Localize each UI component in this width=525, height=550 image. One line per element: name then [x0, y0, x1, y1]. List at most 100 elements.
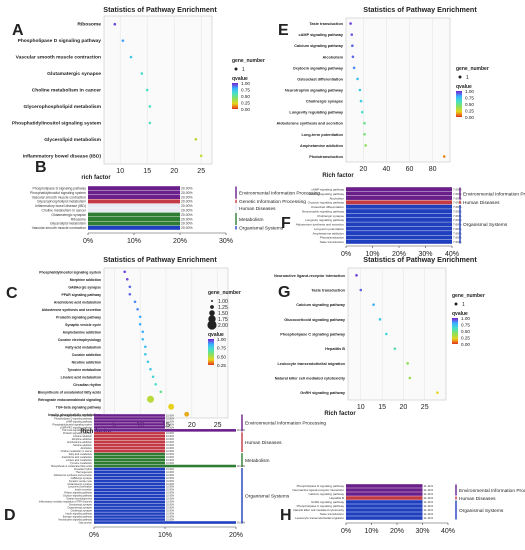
bar	[346, 496, 423, 500]
data-point	[148, 105, 152, 108]
category-label: Arachidonic acid metabolism	[54, 300, 101, 304]
bar-category-label: TGF-beta signaling pathway	[62, 429, 93, 432]
bar-category-label: Cholinergic synapse	[317, 214, 344, 218]
legend-color-tick: 0.25	[217, 363, 226, 368]
legend-color-tick: 1.00	[241, 81, 250, 86]
bar-category-label: Cholinergic synapse	[70, 510, 92, 513]
data-point	[378, 318, 382, 321]
bar-category-label: cGMP-PKG signaling pathway	[60, 426, 93, 429]
bar-value-label: 11.11%	[424, 508, 434, 512]
bar-value-label: 7.69%	[453, 231, 462, 235]
category-label: Tyrosine metabolism	[67, 368, 101, 372]
legend-color-tick: 0.00	[241, 107, 250, 112]
category-label: Fatty acid metabolism	[65, 345, 101, 349]
panel-e: E Statistics of Pathway Enrichment 20 40 60 8…	[277, 5, 489, 179]
legend-color-bar	[452, 318, 458, 344]
plot-area	[347, 267, 447, 401]
x-tick-label: 10%	[365, 251, 379, 258]
panel-g: G Statistics of Pathway Enrichment 10 15 20 2…	[274, 255, 485, 417]
x-tick-label: 80	[429, 166, 437, 173]
legend-color-tick: 0.00	[465, 115, 474, 120]
category-label: Glutamatergic synapse	[47, 71, 101, 77]
bar	[346, 508, 423, 512]
bar-category-label: Choline metabolism in cancer	[42, 209, 87, 213]
legend-size-title: gene_number	[452, 293, 485, 299]
bar-category-label: Retrograde endocannabinoid signaling	[51, 414, 93, 417]
bar-value-label: 20.00%	[181, 226, 193, 230]
bar-category-label: Alcoholism	[80, 447, 92, 450]
bar-category-label: Dopaminergic synapse	[68, 507, 93, 510]
bar-category-label: Leukocyte transendothelial migration	[295, 516, 344, 520]
x-axis-label: rich factor	[81, 175, 111, 181]
legend-size-dot	[210, 305, 214, 309]
bar-value-label: 11.11%	[424, 500, 434, 504]
legend-size-label: 1	[466, 75, 469, 81]
bar	[94, 455, 165, 459]
legend-size-label: 2.00	[218, 323, 228, 329]
category-label: Prolactin signaling pathway	[56, 315, 101, 319]
bar-value-label: 20.00%	[181, 195, 193, 199]
data-point	[385, 332, 388, 336]
bar	[94, 440, 165, 444]
bar-value-label: 7.69%	[453, 196, 462, 200]
bar-category-label: Neuroactive ligand-receptor interaction	[292, 488, 344, 492]
bar	[94, 482, 165, 486]
bar-category-label: Phosphatidylinositol signaling system	[53, 423, 92, 426]
bar	[88, 225, 180, 230]
category-label: Synaptic vesicle cycle	[65, 323, 101, 327]
x-tick-label: 10%	[127, 238, 141, 245]
group-label: Metabolism	[239, 217, 264, 223]
bar	[94, 437, 165, 441]
category-label: Calcium signaling pathway	[296, 303, 346, 307]
bar-value-label: 10.00%	[166, 432, 175, 435]
bar-category-label: Serotonergic synapse	[69, 504, 93, 507]
legend-size-label: 1	[462, 302, 465, 308]
bar-category-label: Glycerolipid metabolism	[50, 222, 86, 226]
bar	[346, 222, 452, 227]
bar-value-label: 10.00%	[166, 501, 175, 504]
category-label: Retrograde endocannabinoid signaling	[38, 398, 101, 402]
category-label: Inflammatory bowel disease (IBD)	[23, 153, 102, 159]
bar-category-label: Estrogen signaling pathway	[63, 515, 93, 518]
bar-category-label: cAMP signaling pathway	[311, 188, 344, 192]
x-tick-label: 10%	[158, 532, 172, 539]
bar-category-label: Biosynthesis of unsaturated fatty acids	[51, 465, 93, 468]
bar	[94, 515, 165, 518]
x-tick-label: 25	[214, 422, 222, 429]
bar-value-label: 10.00%	[166, 518, 175, 521]
group-label: Organismal Systems	[245, 494, 290, 500]
bar-category-label: Natural killer cell mediated cytotoxicit…	[293, 508, 344, 512]
panel-letter: A	[12, 22, 24, 39]
category-label: Oxytocin signaling pathway	[293, 66, 344, 70]
legend-size-label: 1.25	[218, 305, 228, 311]
bar	[94, 494, 165, 498]
x-tick-label: 25	[421, 404, 429, 411]
data-point	[151, 375, 155, 379]
x-tick-label: 40%	[445, 251, 459, 258]
bar-category-label: Amphetamine addiction	[67, 441, 93, 444]
data-point	[128, 285, 132, 289]
bar	[346, 217, 452, 222]
legend-color-tick: 1.00	[217, 337, 226, 342]
category-label: Biosynthesis of unsaturated fatty acids	[38, 390, 101, 394]
x-tick-label: 30%	[415, 528, 429, 535]
group-label: Organismal Systems	[463, 222, 508, 228]
bar-value-label: 10.00%	[166, 444, 175, 447]
legend-size-label: 1.50	[218, 311, 228, 317]
bar-value-label: 10.00%	[166, 486, 175, 489]
data-point	[364, 144, 367, 147]
category-label: Insulin phosphatidic metabolism	[48, 413, 101, 417]
bar	[94, 509, 165, 512]
bar-value-label: 10.00%	[166, 510, 175, 513]
bar-category-label: Taste transduction	[320, 240, 345, 244]
legend-size-dot	[454, 302, 458, 306]
category-label: Long-term potentiation	[301, 133, 343, 137]
legend-size-dot	[209, 310, 215, 316]
bar-category-label: Inflammatory bowel disease (IBD)	[35, 204, 86, 208]
data-point	[146, 360, 150, 364]
data-point	[393, 347, 397, 350]
bar	[94, 429, 236, 432]
bar-category-label: Oxytocin signaling pathway	[63, 495, 93, 498]
group-label: Metabolism	[245, 458, 270, 464]
